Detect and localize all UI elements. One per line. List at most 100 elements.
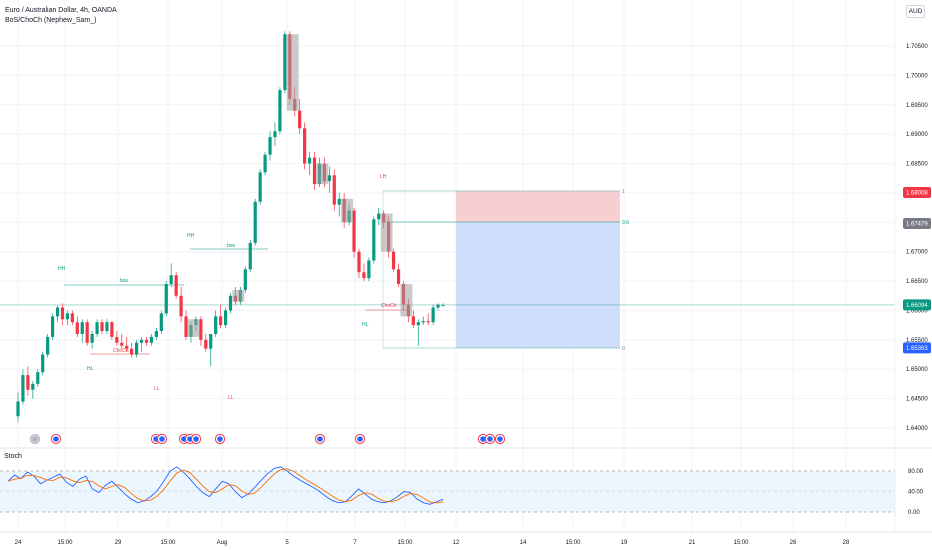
candle[interactable] [115,331,119,346]
candle[interactable] [223,307,228,329]
candle[interactable] [159,310,163,334]
candle[interactable] [367,257,371,282]
candle[interactable] [396,263,401,287]
candle[interactable] [164,281,168,317]
event-marker[interactable] [484,433,496,445]
candle[interactable] [41,351,45,376]
candle[interactable] [411,310,415,329]
candle[interactable] [372,216,376,264]
candle[interactable] [65,310,70,326]
candle[interactable] [307,151,312,176]
candle[interactable] [357,248,361,279]
candle[interactable] [219,304,223,329]
candle[interactable] [46,333,50,358]
event-marker[interactable] [214,433,226,445]
symbol-title[interactable]: Euro / Australian Dollar, 4h, OANDA [5,7,117,14]
candle[interactable] [75,316,79,337]
take-profit-zone[interactable] [456,222,620,348]
currency-button[interactable]: AUD [906,5,925,18]
event-marker[interactable] [354,433,366,445]
stoch-title[interactable]: Stoch [4,453,22,460]
candle[interactable] [174,272,178,299]
candle[interactable] [204,333,208,352]
candle[interactable] [16,392,20,423]
candle[interactable] [298,98,302,135]
time-axis-ticks[interactable]: 24 15:00 29 15:00 Aug 5 7 15:00 12 14 15:00 19 21 15:… [15,540,850,546]
event-marker[interactable] [190,433,202,445]
candle[interactable] [70,310,74,326]
candle[interactable] [144,336,149,346]
economic-events[interactable] [29,433,506,445]
candle[interactable] [110,321,114,340]
candle[interactable] [436,303,440,311]
candle[interactable] [21,369,25,405]
candle[interactable] [55,305,60,323]
event-marker[interactable] [156,433,168,445]
candle[interactable] [31,380,35,399]
candle[interactable] [268,131,272,161]
candle[interactable] [26,366,30,396]
candle[interactable] [179,286,183,323]
candle[interactable] [154,328,158,340]
candle[interactable] [130,342,134,358]
event-dot [159,436,165,442]
candle[interactable] [199,316,203,346]
event-marker[interactable] [494,433,506,445]
event-marker[interactable] [50,433,62,445]
candle[interactable] [362,263,366,282]
stochastic-pane[interactable] [0,466,895,513]
candle[interactable] [243,266,247,293]
candle-body [154,331,158,337]
candle[interactable] [209,333,213,367]
candle[interactable] [90,331,94,349]
candle[interactable] [327,166,331,193]
candle[interactable] [278,87,282,135]
candle[interactable] [337,192,341,217]
candle[interactable] [120,333,124,349]
candle[interactable] [50,313,55,340]
candle[interactable] [416,319,420,346]
risk-reward-zone[interactable] [456,191,620,348]
candle[interactable] [273,122,277,146]
candle[interactable] [149,333,154,346]
candle[interactable] [184,310,188,340]
candle[interactable] [303,122,307,170]
candle[interactable] [125,336,129,352]
candle[interactable] [391,248,396,273]
event-marker-gray[interactable] [29,433,41,445]
candle[interactable] [312,151,317,190]
candle[interactable] [263,151,267,176]
candle[interactable] [105,319,109,334]
candle[interactable] [426,313,430,326]
indicator-title[interactable]: BoS/ChoCh (Nephew_Sam_) [5,17,97,24]
candle[interactable] [421,316,425,326]
candle[interactable] [169,263,173,287]
candle[interactable] [139,336,144,352]
event-dot [217,436,223,442]
price-badge-bg [903,299,931,311]
time-tick: Aug [217,540,228,546]
candle[interactable] [253,198,257,246]
candle[interactable] [332,169,336,211]
event-marker[interactable] [314,433,326,445]
stop-loss-zone[interactable] [456,191,620,222]
candle[interactable] [100,319,104,334]
candle[interactable] [248,239,252,273]
candle[interactable] [258,169,262,205]
candle[interactable] [36,369,40,387]
candle[interactable] [352,207,356,258]
candle[interactable] [95,319,99,337]
candle[interactable] [60,303,65,326]
price-axis-ticks[interactable]: 1.70500 1.70000 1.69500 1.69000 1.68500 1.680… [906,44,928,432]
candle[interactable] [214,310,218,337]
candle[interactable] [431,304,435,326]
candlestick-series[interactable] [16,31,445,423]
candle[interactable] [283,31,287,94]
candle[interactable] [441,303,445,307]
candle[interactable] [377,207,381,226]
candle[interactable] [228,292,233,314]
candle[interactable] [85,319,89,346]
candle[interactable] [80,319,84,343]
candle[interactable] [135,339,139,358]
